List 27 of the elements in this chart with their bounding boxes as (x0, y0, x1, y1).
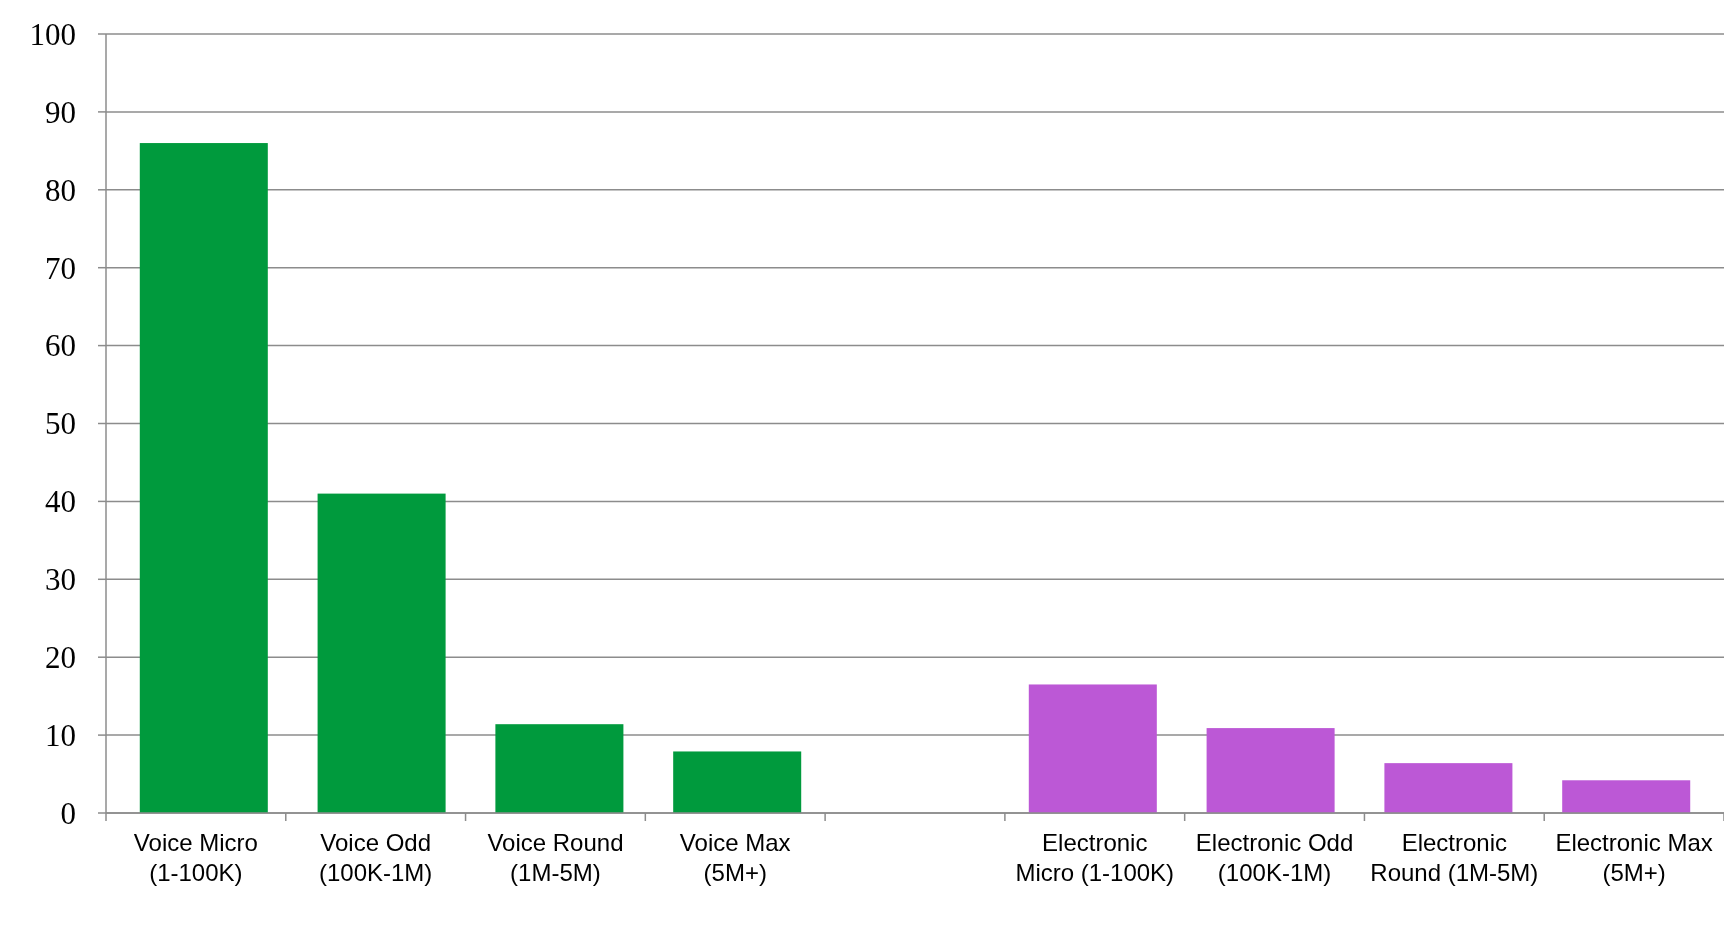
bar (1028, 684, 1157, 813)
bar (1384, 763, 1513, 813)
bar (673, 751, 802, 813)
x-tick-label: Electronic Micro (1-100K) (1015, 829, 1175, 886)
x-tick-label: Voice Max (5M+) (679, 829, 791, 886)
y-tick-label: 0 (60, 795, 76, 831)
bar (317, 493, 446, 813)
x-tick-label: Electronic Max (5M+) (1555, 829, 1713, 886)
y-tick-label: 90 (45, 94, 76, 130)
x-tick-label: Electronic Round (1M-5M) (1370, 829, 1539, 886)
x-tick-label: Voice Odd (100K-1M) (318, 829, 433, 886)
y-tick-label: 50 (45, 406, 76, 442)
y-tick-label: 10 (45, 717, 76, 753)
y-tick-label: 80 (45, 172, 76, 208)
y-tick-label: 70 (45, 250, 76, 286)
y-tick-label: 30 (45, 562, 76, 598)
x-tick-label: Voice Micro (1-100K) (133, 829, 258, 886)
bar (139, 143, 268, 813)
bar (1562, 780, 1691, 813)
bar (1206, 728, 1335, 813)
bar (495, 724, 624, 813)
x-tick-label: Voice Round (1M-5M) (487, 829, 624, 886)
y-tick-label: 40 (45, 484, 76, 520)
y-tick-label: 100 (29, 16, 76, 52)
y-tick-label: 60 (45, 328, 76, 364)
x-tick-label: Electronic Odd (100K-1M) (1195, 829, 1354, 886)
y-tick-label: 20 (45, 640, 76, 676)
